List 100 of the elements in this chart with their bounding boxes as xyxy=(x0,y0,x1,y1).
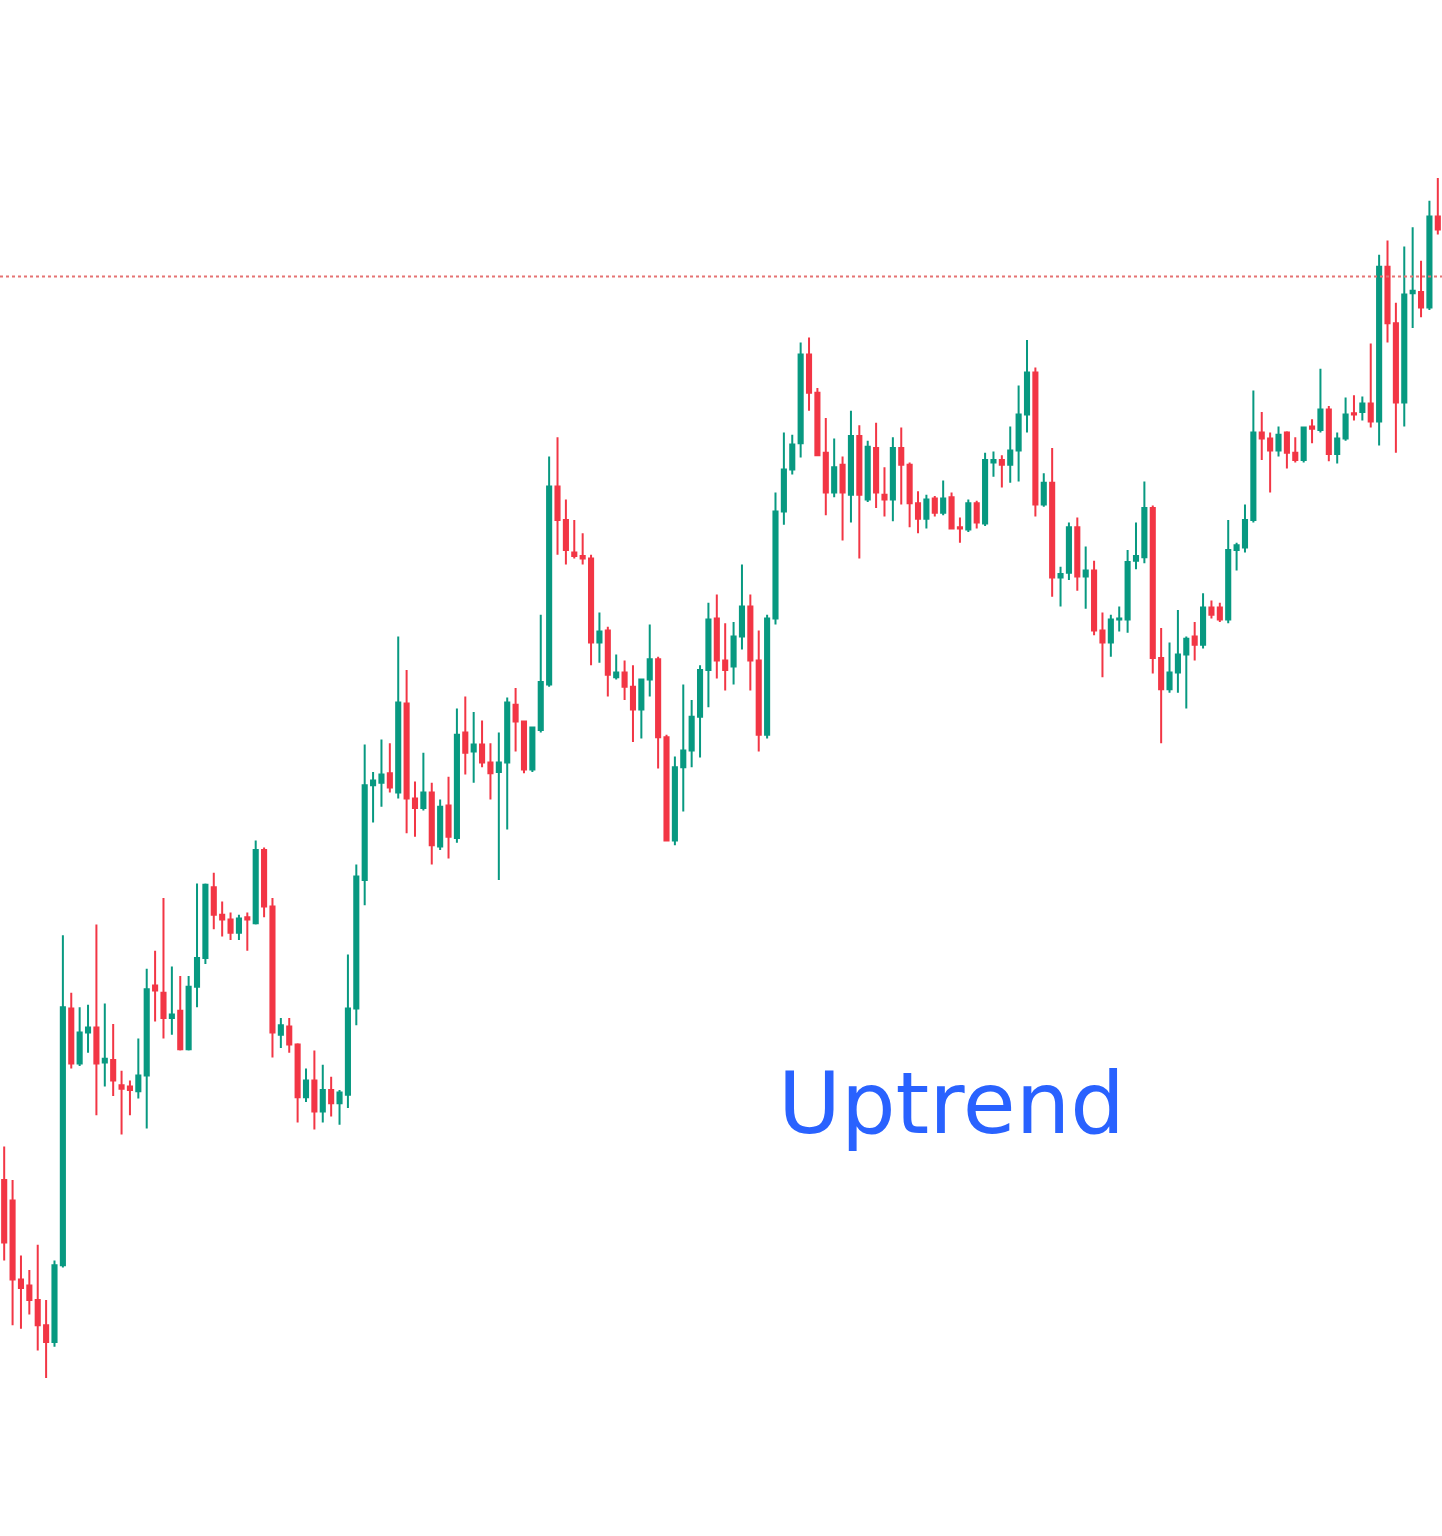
candlestick xyxy=(629,664,637,743)
candlestick xyxy=(847,409,854,524)
candlestick xyxy=(1317,367,1324,434)
candlestick xyxy=(437,798,444,851)
candlestick xyxy=(579,532,586,566)
candlestick xyxy=(43,1299,50,1378)
candlestick xyxy=(1032,366,1039,518)
candlestick xyxy=(789,433,796,476)
candlestick xyxy=(881,466,888,518)
candlestick xyxy=(1057,565,1064,608)
candlestick xyxy=(403,669,410,835)
candlestick xyxy=(1225,519,1232,625)
candlestick xyxy=(772,491,779,626)
candlestick xyxy=(1376,253,1383,447)
candlestick xyxy=(1074,516,1081,592)
candlestick xyxy=(17,1254,25,1330)
candlestick xyxy=(621,659,628,701)
candlestick xyxy=(269,897,276,1059)
candlestick xyxy=(353,863,360,1027)
candlestick xyxy=(864,439,871,503)
candlestick xyxy=(160,897,167,1040)
candlestick xyxy=(1191,621,1198,662)
candlestick xyxy=(1216,601,1223,623)
candlestick xyxy=(152,949,159,1023)
candlestick xyxy=(713,593,720,680)
candlestick xyxy=(1434,178,1441,236)
candlestick xyxy=(244,911,251,952)
candlestick xyxy=(286,1017,293,1054)
candlestick xyxy=(378,738,385,808)
candlestick xyxy=(1325,405,1332,463)
candlestick xyxy=(1132,521,1140,571)
candlestick xyxy=(1200,592,1207,650)
candlestick xyxy=(554,436,561,556)
candlestick xyxy=(956,516,963,544)
candlestick xyxy=(462,695,469,776)
candlestick xyxy=(822,417,829,517)
candlestick xyxy=(76,1006,83,1067)
candlestick xyxy=(940,479,947,517)
candlestick xyxy=(1116,605,1123,633)
candlestick xyxy=(780,431,787,526)
candlestick xyxy=(705,601,712,709)
candlestick xyxy=(68,991,75,1070)
candlestick xyxy=(185,975,192,1052)
candlestick xyxy=(168,965,175,1036)
candlestick xyxy=(1409,226,1416,329)
candlestick xyxy=(26,1269,33,1316)
candlestick xyxy=(990,450,997,478)
candlestick xyxy=(571,519,578,560)
candlestick xyxy=(1309,418,1316,445)
candlestick xyxy=(1124,549,1131,634)
candlestick xyxy=(370,771,377,824)
candlestick xyxy=(1384,239,1391,344)
candlestick xyxy=(546,455,553,688)
candlestick xyxy=(235,913,242,941)
candlestick xyxy=(1049,447,1056,598)
candlestick xyxy=(1065,521,1072,581)
candlestick xyxy=(1334,431,1341,465)
candlestick xyxy=(1107,613,1114,658)
candlestick xyxy=(84,1003,92,1054)
candlestick xyxy=(51,1259,58,1348)
candlestick xyxy=(143,967,150,1130)
candlestick xyxy=(596,611,603,664)
candlestick xyxy=(336,1089,343,1126)
candlestick xyxy=(261,846,268,919)
candlestick xyxy=(537,613,544,734)
candlestick xyxy=(906,461,913,529)
candlestick xyxy=(1392,301,1399,454)
candlestick xyxy=(1141,480,1148,565)
candlestick xyxy=(512,687,519,753)
candlestick xyxy=(663,733,670,843)
candlestick xyxy=(1300,425,1307,464)
candlestick xyxy=(487,742,494,801)
candlestick xyxy=(1367,342,1374,429)
candlestick xyxy=(1166,641,1173,694)
candlestick xyxy=(965,498,972,533)
candlestick xyxy=(495,731,502,881)
candlestick xyxy=(1258,411,1265,461)
candlestick xyxy=(613,653,620,681)
candlestick xyxy=(755,629,762,753)
candlestick xyxy=(1007,425,1014,484)
candlestick xyxy=(814,387,821,457)
candlestick xyxy=(1417,259,1425,319)
candlestick xyxy=(604,625,611,698)
candlestick xyxy=(135,1037,142,1100)
candlestick xyxy=(562,498,569,566)
candlestick xyxy=(1183,635,1190,710)
candlestick xyxy=(839,455,846,542)
candlestick xyxy=(1350,394,1358,422)
candlestick xyxy=(831,437,838,499)
candlestick xyxy=(319,1063,326,1124)
candlestick xyxy=(973,499,980,530)
candlestick xyxy=(1275,425,1282,458)
candlestick xyxy=(344,953,351,1109)
candlestick xyxy=(193,882,201,1009)
candlestick xyxy=(998,454,1005,489)
candlestick xyxy=(923,493,930,530)
candlestick xyxy=(747,593,754,692)
candlestick xyxy=(428,781,435,866)
candlestick xyxy=(797,341,804,459)
candlestick xyxy=(856,424,863,560)
